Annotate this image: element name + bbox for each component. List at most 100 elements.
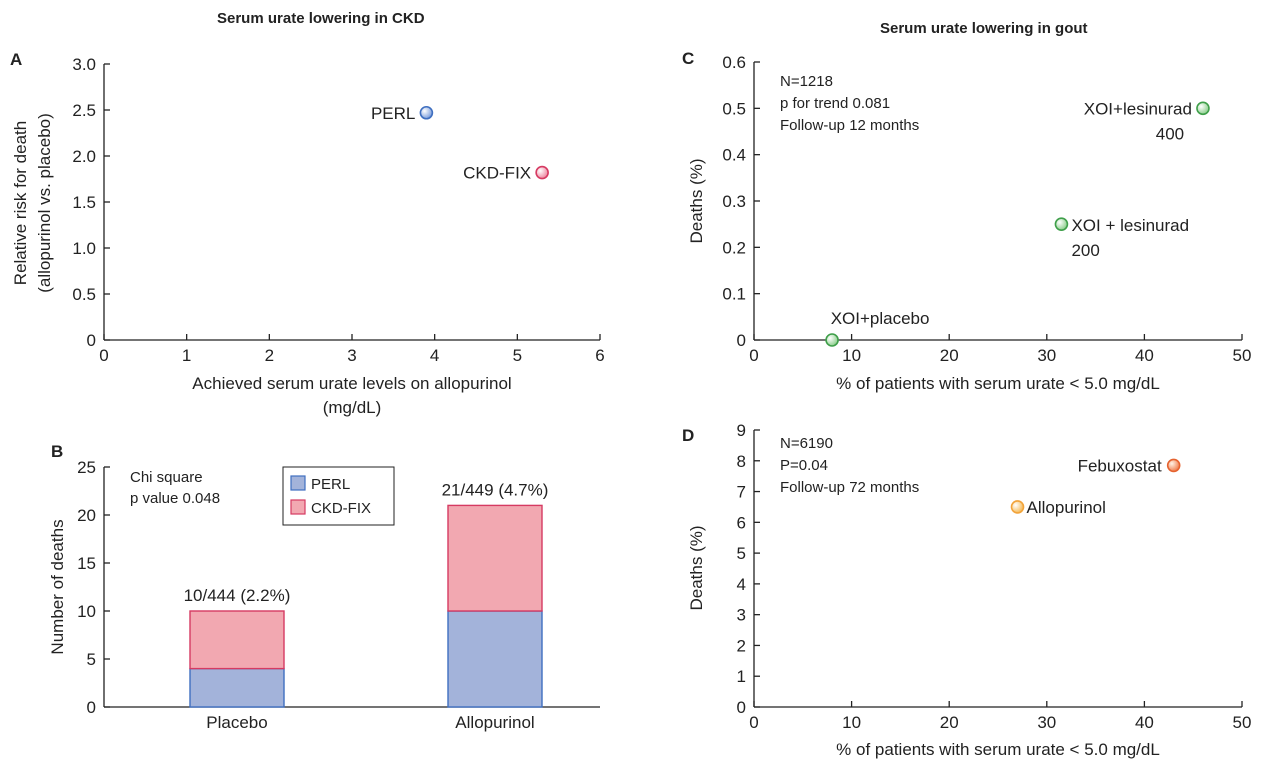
panel-c-annotation: p for trend 0.081 <box>780 95 890 112</box>
allopurinol-label: Allopurinol <box>1027 498 1106 517</box>
panel-d-y-tick-label: 2 <box>737 636 746 655</box>
panel-d-x-tick-label: 10 <box>842 713 861 732</box>
panel-d-x-tick-label: 40 <box>1135 713 1154 732</box>
panel-b-y-label: Number of deaths <box>48 519 67 654</box>
panel-c-x-tick-label: 0 <box>749 346 758 365</box>
panel-b-y-tick-label: 5 <box>87 650 96 669</box>
bar-total-label: 21/449 (4.7%) <box>442 480 549 499</box>
panel-d-y-tick-label: 0 <box>737 698 746 717</box>
panel-d-annotation: P=0.04 <box>780 457 828 474</box>
panel-a-x-label: Achieved serum urate levels on allopurin… <box>192 374 511 393</box>
panel-a-y-tick-label: 0.5 <box>72 285 96 304</box>
ckd-fix-point-label: CKD-FIX <box>463 164 531 183</box>
panel-b-category-label: Placebo <box>206 713 267 732</box>
panel-c-y-label: Deaths (%) <box>687 158 706 243</box>
xoi-lesinurad-200-label-2: 200 <box>1071 241 1099 260</box>
bar-ckd-fix <box>189 610 285 670</box>
panel-d-x-tick-label: 20 <box>940 713 959 732</box>
xoi-lesinurad-200-point <box>1054 217 1069 231</box>
panel-d-y-tick-label: 3 <box>737 606 746 625</box>
panel-a-x-tick-label: 6 <box>595 346 604 365</box>
panel-d-annotation: Follow-up 72 months <box>780 479 919 496</box>
panel-d-x-tick-label: 30 <box>1037 713 1056 732</box>
panel-b-y-tick-label: 10 <box>77 602 96 621</box>
panel-b-category-label: Allopurinol <box>455 713 534 732</box>
allopurinol-point <box>1010 500 1025 514</box>
ckd-section-title: Serum urate lowering in CKD <box>217 10 425 27</box>
panel-b-annotation: p value 0.048 <box>130 490 220 507</box>
panel-d-y-tick-label: 6 <box>737 513 746 532</box>
febuxostat-label: Febuxostat <box>1078 456 1162 475</box>
panel-d-x-tick-label: 0 <box>749 713 758 732</box>
panel-d-y-tick-label: 7 <box>737 483 746 502</box>
panel-d-y-tick-label: 9 <box>737 421 746 440</box>
panel-a-x-tick-label: 1 <box>182 346 191 365</box>
panel-a-y-tick-label: 1.0 <box>72 239 96 258</box>
panel-a-y-label: Relative risk for death <box>11 121 30 285</box>
panel-a-x-tick-label: 5 <box>513 346 522 365</box>
panel-d-y-tick-label: 5 <box>737 544 746 563</box>
perl-point <box>419 105 434 120</box>
bar-perl <box>189 667 285 708</box>
panel-b-y-tick-label: 15 <box>77 554 96 573</box>
panel-c-annotation: Follow-up 12 months <box>780 117 919 134</box>
panel-a-x-tick-label: 0 <box>99 346 108 365</box>
panel-a-y-tick-label: 3.0 <box>72 55 96 74</box>
panel-c-y-tick-label: 0.1 <box>722 285 746 304</box>
ckd-fix-point <box>535 165 549 180</box>
panel-a-y-label-2: (allopurinol vs. placebo) <box>35 113 54 293</box>
panel-c-y-tick-label: 0.5 <box>722 99 746 118</box>
bar-perl <box>447 610 543 708</box>
panel-b-y-tick-label: 20 <box>77 506 96 525</box>
legend-perl-swatch <box>290 475 306 491</box>
panel-b-annotation: Chi square <box>130 469 203 486</box>
xoi-lesinurad-200-label: XOI + lesinurad <box>1071 216 1189 235</box>
panel-a-x-tick-label: 4 <box>430 346 439 365</box>
legend-ckd-fix-swatch <box>290 499 306 515</box>
gout-section-title: Serum urate lowering in gout <box>880 20 1088 37</box>
perl-point-label: PERL <box>371 104 415 123</box>
xoi-lesinurad-400-label-2: 400 <box>1156 124 1184 143</box>
febuxostat-point <box>1166 458 1181 473</box>
panel-d-y-label: Deaths (%) <box>687 525 706 610</box>
panel-a-x-label-2: (mg/dL) <box>323 398 382 417</box>
panel-c-x-tick-label: 30 <box>1037 346 1056 365</box>
panel-b-y-tick-label: 25 <box>77 458 96 477</box>
panel-c-y-tick-label: 0 <box>737 331 746 350</box>
panel-c-annotation: N=1218 <box>780 73 833 90</box>
panel-a-label: A <box>10 50 23 69</box>
panel-c-x-tick-label: 40 <box>1135 346 1154 365</box>
panel-c-y-tick-label: 0.6 <box>722 53 746 72</box>
panel-a-x-tick-label: 2 <box>265 346 274 365</box>
legend-perl-label: PERL <box>311 476 350 493</box>
panel-b-legend <box>282 466 395 526</box>
panel-c-y-tick-label: 0.4 <box>722 146 746 165</box>
panel-c-y-tick-label: 0.3 <box>722 192 746 211</box>
xoi-placebo-point <box>825 333 839 347</box>
xoi-lesinurad-400-label: XOI+lesinurad <box>1084 99 1192 118</box>
legend-ckd-fix-label: CKD-FIX <box>311 500 371 517</box>
panel-a-y-tick-label: 0 <box>87 331 96 350</box>
panel-c-x-label: % of patients with serum urate < 5.0 mg/… <box>836 374 1160 393</box>
xoi-placebo-label: XOI+placebo <box>831 309 930 328</box>
panel-c-y-tick-label: 0.2 <box>722 238 746 257</box>
panel-c-x-tick-label: 10 <box>842 346 861 365</box>
panel-a-y-tick-label: 2.5 <box>72 101 96 120</box>
xoi-lesinurad-400-point <box>1196 101 1210 116</box>
panel-b-label: B <box>51 442 64 461</box>
panel-a-y-tick-label: 1.5 <box>72 193 96 212</box>
panel-d-annotation: N=6190 <box>780 435 833 452</box>
panel-a-x-tick-label: 3 <box>347 346 356 365</box>
panel-c-label: C <box>682 49 695 68</box>
panel-b-y-tick-label: 0 <box>87 698 96 717</box>
panel-d-y-tick-label: 8 <box>737 452 746 471</box>
panel-c-x-tick-label: 50 <box>1233 346 1252 365</box>
bar-total-label: 10/444 (2.2%) <box>184 586 291 605</box>
panel-c-x-tick-label: 20 <box>940 346 959 365</box>
panel-d-label: D <box>682 426 695 445</box>
panel-d-y-tick-label: 1 <box>737 667 746 686</box>
panel-d-y-tick-label: 4 <box>737 575 746 594</box>
bar-ckd-fix <box>447 504 543 612</box>
panel-d-x-label: % of patients with serum urate < 5.0 mg/… <box>836 740 1160 759</box>
